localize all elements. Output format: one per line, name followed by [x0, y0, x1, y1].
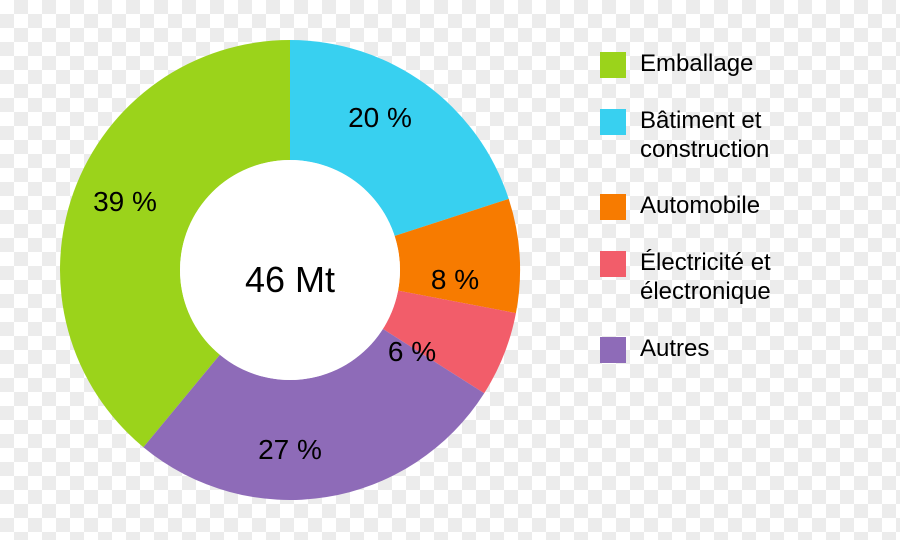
- legend-swatch: [600, 109, 626, 135]
- slice-label-emballage: 39 %: [93, 186, 157, 218]
- slice-label-automobile: 8 %: [431, 264, 479, 296]
- legend-label: Électricité et électronique: [640, 249, 860, 307]
- legend: Emballage Bâtiment et construction Autom…: [600, 50, 900, 392]
- slice-label-batiment: 20 %: [348, 102, 412, 134]
- legend-item-autres: Autres: [600, 335, 900, 364]
- legend-item-emballage: Emballage: [600, 50, 900, 79]
- legend-label: Automobile: [640, 192, 760, 221]
- center-total-label: 46 Mt: [245, 259, 335, 301]
- chart-stage: 46 Mt 39 % 20 % 8 % 6 % 27 % Emballage B…: [0, 0, 900, 540]
- slice-label-electricite: 6 %: [388, 336, 436, 368]
- legend-item-electricite: Électricité et électronique: [600, 249, 900, 307]
- legend-swatch: [600, 251, 626, 277]
- legend-label: Bâtiment et construction: [640, 107, 860, 165]
- slice-label-autres: 27 %: [258, 434, 322, 466]
- legend-item-automobile: Automobile: [600, 192, 900, 221]
- legend-label: Emballage: [640, 50, 753, 79]
- legend-swatch: [600, 194, 626, 220]
- legend-swatch: [600, 52, 626, 78]
- legend-item-batiment: Bâtiment et construction: [600, 107, 900, 165]
- legend-swatch: [600, 337, 626, 363]
- legend-label: Autres: [640, 335, 709, 364]
